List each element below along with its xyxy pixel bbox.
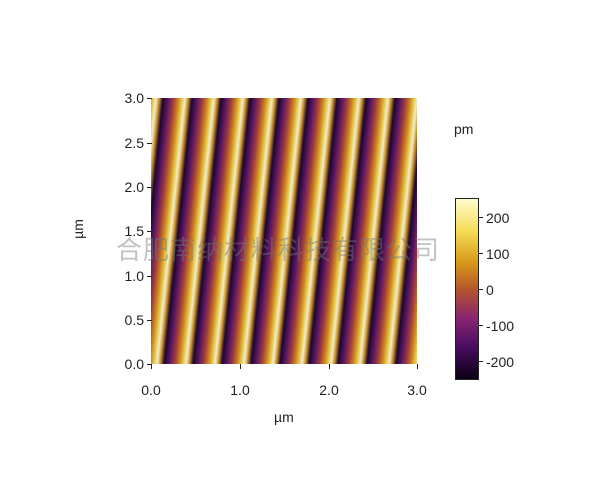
y-tick-label: 1.0	[124, 268, 144, 284]
y-tick-label: 0.0	[124, 356, 144, 372]
y-tick-mark	[147, 364, 152, 365]
colorbar-tick-label: -200	[486, 354, 515, 370]
afm-height-image	[151, 98, 417, 364]
y-tick-label: 3.0	[124, 90, 144, 106]
y-axis-label: µm	[69, 219, 86, 239]
x-tick-mark	[151, 364, 152, 369]
colorbar-tick-mark	[478, 325, 483, 326]
y-tick-label: 1.5	[124, 223, 144, 239]
y-tick-label: 0.5	[124, 312, 144, 328]
x-tick-label: 3.0	[407, 382, 427, 398]
colorbar-tick-mark	[478, 361, 483, 362]
x-tick-label: 0.0	[141, 382, 161, 398]
colorbar-unit: pm	[454, 121, 474, 137]
colorbar	[455, 198, 479, 380]
x-tick-mark	[240, 364, 241, 369]
colorbar-tick-label: 0	[486, 282, 494, 298]
x-tick-label: 1.0	[230, 382, 250, 398]
colorbar-tick-mark	[478, 217, 483, 218]
colorbar-tick-label: 100	[486, 246, 510, 262]
x-tick-mark	[329, 364, 330, 369]
y-tick-label: 2.0	[124, 179, 144, 195]
x-axis-label: µm	[274, 409, 294, 425]
y-tick-mark	[147, 98, 152, 99]
colorbar-tick-mark	[478, 289, 483, 290]
y-tick-mark	[147, 231, 152, 232]
y-tick-mark	[147, 320, 152, 321]
y-tick-mark	[147, 187, 152, 188]
y-tick-mark	[147, 276, 152, 277]
y-tick-label: 2.5	[124, 135, 144, 151]
colorbar-tick-label: 200	[486, 210, 510, 226]
watermark: 合肥南纳材料科技有限公司	[116, 236, 441, 266]
x-tick-mark	[417, 364, 418, 369]
colorbar-tick-mark	[478, 253, 483, 254]
x-tick-label: 2.0	[319, 382, 339, 398]
colorbar-tick-label: -100	[486, 318, 515, 334]
y-tick-mark	[147, 143, 152, 144]
